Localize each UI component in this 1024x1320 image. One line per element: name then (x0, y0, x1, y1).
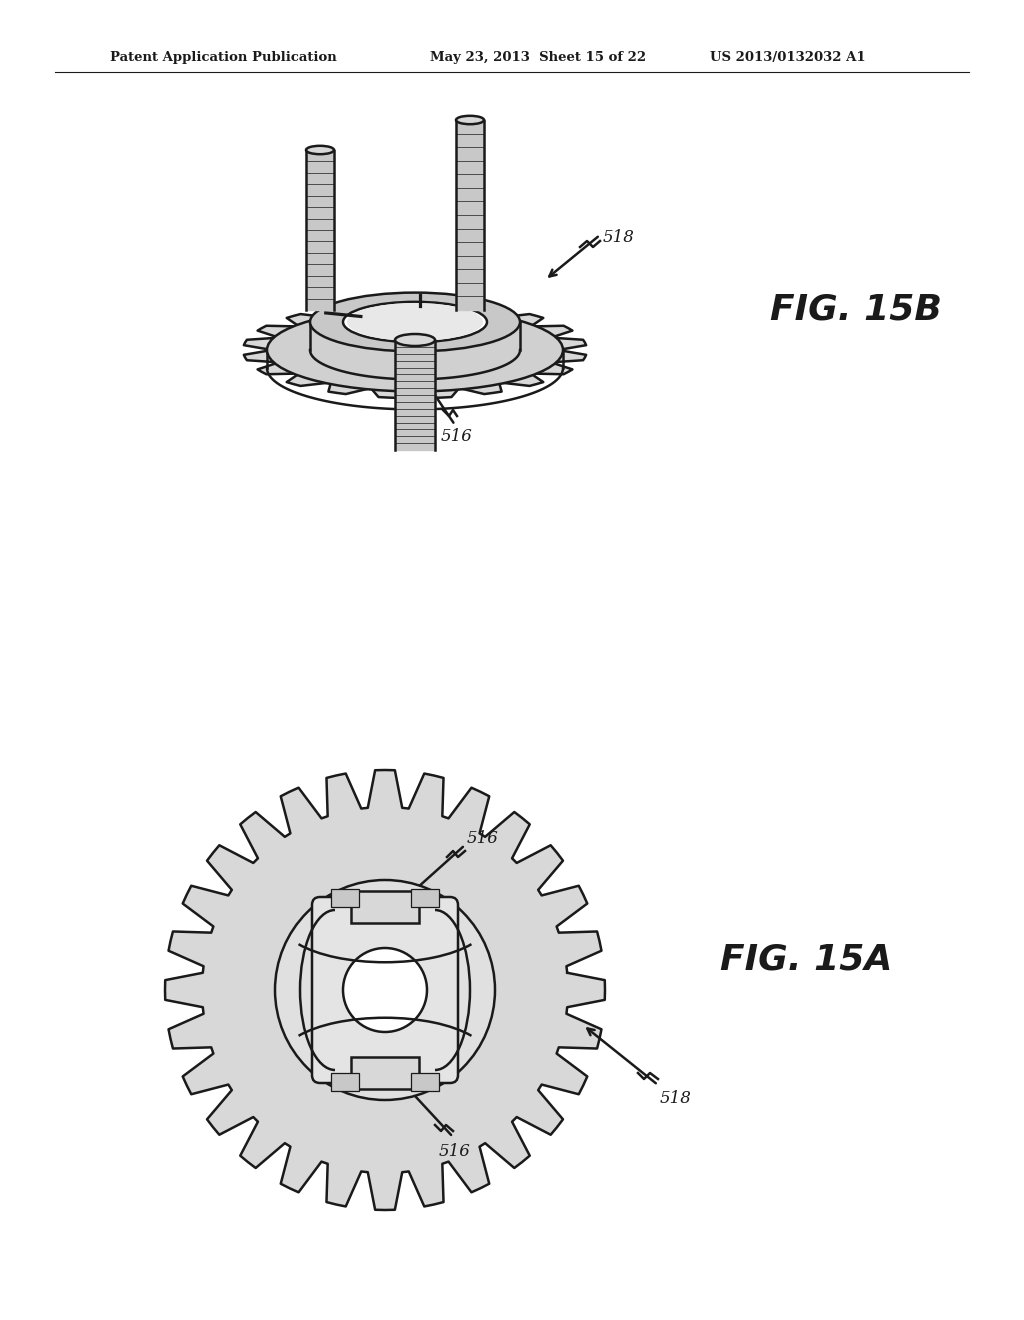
Text: US 2013/0132032 A1: US 2013/0132032 A1 (710, 51, 865, 65)
Ellipse shape (395, 334, 435, 346)
Text: 516: 516 (439, 1143, 471, 1160)
FancyBboxPatch shape (312, 898, 458, 1082)
Bar (351, 891, 419, 923)
Ellipse shape (267, 309, 563, 392)
Text: 516: 516 (467, 830, 499, 847)
Polygon shape (165, 770, 605, 1210)
Text: FIG. 15B: FIG. 15B (770, 293, 942, 327)
Ellipse shape (343, 302, 487, 342)
Circle shape (275, 880, 495, 1100)
Polygon shape (306, 150, 334, 310)
Polygon shape (395, 341, 435, 450)
Bar (411, 1073, 439, 1092)
Bar (351, 1057, 419, 1089)
Circle shape (343, 948, 427, 1032)
Bar (408, 366, 422, 378)
Text: 516: 516 (441, 428, 473, 445)
Ellipse shape (310, 293, 520, 351)
Polygon shape (244, 302, 586, 397)
Bar (411, 888, 439, 907)
Text: Patent Application Publication: Patent Application Publication (110, 51, 337, 65)
Ellipse shape (456, 116, 484, 124)
Ellipse shape (306, 145, 334, 154)
Text: May 23, 2013  Sheet 15 of 22: May 23, 2013 Sheet 15 of 22 (430, 51, 646, 65)
Polygon shape (456, 120, 484, 310)
Text: 518: 518 (660, 1090, 692, 1107)
Bar (331, 888, 359, 907)
Bar (331, 1073, 359, 1092)
Ellipse shape (347, 304, 483, 341)
Text: FIG. 15A: FIG. 15A (720, 942, 892, 977)
Text: 518: 518 (603, 230, 635, 247)
